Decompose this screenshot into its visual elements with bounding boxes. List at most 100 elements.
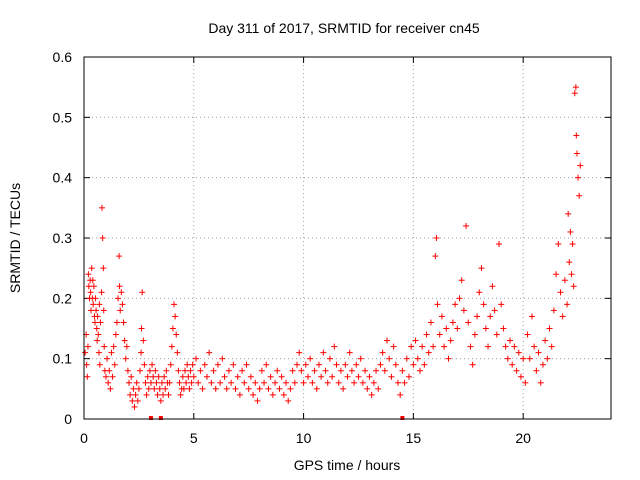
data-point xyxy=(120,319,127,326)
data-point xyxy=(158,379,165,386)
data-point xyxy=(414,355,421,362)
data-point xyxy=(331,343,338,350)
data-point xyxy=(90,301,97,308)
data-point xyxy=(232,385,239,392)
data-point xyxy=(129,397,136,404)
data-point xyxy=(147,379,154,386)
data-point xyxy=(203,373,210,380)
data-point xyxy=(291,379,298,386)
data-point xyxy=(250,391,257,398)
data-point xyxy=(546,325,553,332)
data-point xyxy=(106,367,113,374)
data-point xyxy=(100,265,107,272)
data-point xyxy=(561,277,568,284)
data-point xyxy=(126,379,133,386)
data-point xyxy=(97,319,104,326)
data-point xyxy=(133,379,140,386)
data-point xyxy=(113,319,120,326)
data-point xyxy=(520,355,527,362)
data-point xyxy=(208,379,215,386)
data-point xyxy=(93,307,100,314)
data-point xyxy=(161,373,168,380)
x-tick-label: 15 xyxy=(406,430,422,446)
data-point xyxy=(195,379,202,386)
data-point xyxy=(416,367,423,374)
data-point xyxy=(241,379,248,386)
data-point xyxy=(130,385,137,392)
data-point xyxy=(157,397,164,404)
data-point xyxy=(144,373,151,380)
y-tick-labels: 0 0.1 0.2 0.3 0.4 0.5 0.6 xyxy=(53,49,73,427)
data-point xyxy=(433,235,440,241)
y-axis-title: SRMTID / TECUs xyxy=(7,183,23,293)
data-point xyxy=(150,373,157,380)
data-point xyxy=(221,373,228,380)
data-point xyxy=(136,367,143,374)
data-point xyxy=(82,349,89,356)
data-point xyxy=(386,355,393,362)
data-point xyxy=(476,289,483,296)
data-point xyxy=(180,385,187,392)
data-point xyxy=(555,241,562,248)
data-point xyxy=(287,385,294,392)
data-point xyxy=(460,307,467,314)
data-point xyxy=(258,367,265,374)
data-point xyxy=(111,361,118,368)
data-point xyxy=(410,361,417,368)
data-point xyxy=(500,325,507,332)
data-point xyxy=(289,367,296,374)
data-point xyxy=(99,235,106,241)
data-point xyxy=(167,361,174,368)
data-point xyxy=(138,349,145,356)
data-point xyxy=(559,313,566,320)
data-point xyxy=(184,361,191,368)
data-point xyxy=(342,361,349,368)
data-point xyxy=(326,355,333,362)
data-point xyxy=(90,283,97,290)
data-point xyxy=(95,349,102,356)
data-point xyxy=(261,379,268,386)
data-point xyxy=(309,379,316,386)
data-point xyxy=(441,343,448,350)
data-point xyxy=(112,331,119,338)
data-point xyxy=(138,325,145,332)
x-tick-label: 5 xyxy=(190,430,198,446)
data-point xyxy=(265,385,272,392)
data-point xyxy=(197,367,204,374)
data-point xyxy=(335,379,342,386)
data-point xyxy=(278,373,285,380)
data-point xyxy=(156,385,163,392)
data-point xyxy=(377,361,384,368)
data-point xyxy=(115,295,122,302)
data-point xyxy=(256,385,263,392)
data-point xyxy=(234,373,241,380)
data-point xyxy=(544,355,551,362)
data-point xyxy=(187,367,194,374)
data-point xyxy=(430,343,437,350)
data-point xyxy=(109,373,116,380)
data-point xyxy=(357,355,364,362)
data-point xyxy=(322,367,329,374)
data-point xyxy=(263,361,270,368)
data-point xyxy=(272,379,279,386)
data-point xyxy=(542,337,549,344)
data-point xyxy=(162,385,169,392)
data-point xyxy=(388,373,395,380)
data-point xyxy=(408,343,415,350)
data-points xyxy=(82,84,584,420)
data-point xyxy=(506,337,513,344)
data-point xyxy=(480,301,487,308)
data-point xyxy=(493,331,500,338)
data-point xyxy=(143,391,150,398)
data-point xyxy=(300,379,307,386)
data-point xyxy=(533,367,540,374)
y-tick-label: 0.3 xyxy=(53,230,73,246)
data-point xyxy=(96,361,103,368)
data-point xyxy=(576,192,583,199)
data-point xyxy=(522,379,529,386)
data-point xyxy=(403,355,410,362)
data-point xyxy=(302,361,309,368)
data-point xyxy=(188,379,195,386)
data-point xyxy=(212,385,219,392)
data-point xyxy=(531,343,538,350)
